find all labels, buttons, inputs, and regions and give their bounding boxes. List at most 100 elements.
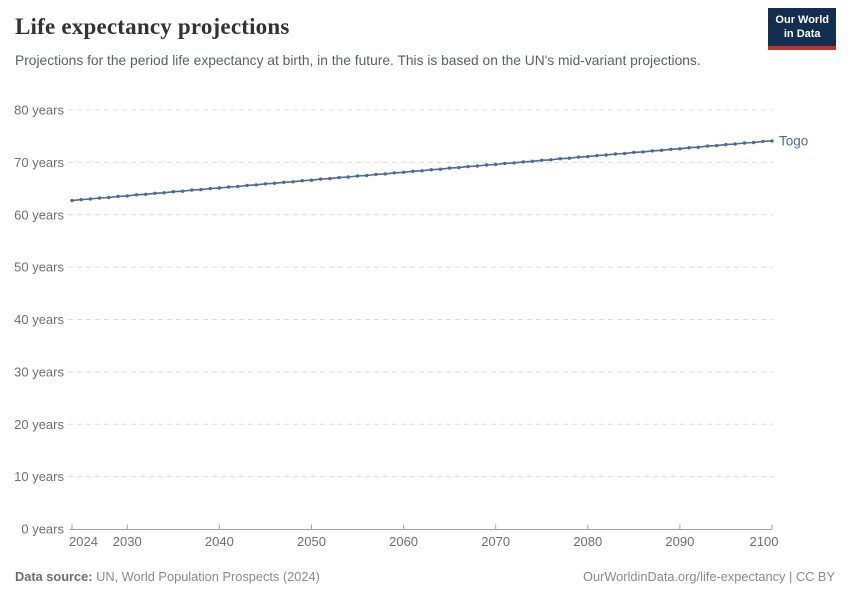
- data-point[interactable]: [613, 152, 618, 156]
- data-point[interactable]: [355, 174, 360, 178]
- data-point[interactable]: [153, 191, 157, 195]
- data-point[interactable]: [761, 139, 765, 144]
- x-axis-tick-label: 2050: [297, 534, 326, 549]
- data-point[interactable]: [659, 148, 664, 152]
- data-point[interactable]: [438, 167, 443, 171]
- series-label-togo[interactable]: Togo: [779, 133, 808, 148]
- data-point[interactable]: [383, 172, 387, 176]
- data-point[interactable]: [669, 147, 673, 151]
- data-point[interactable]: [457, 165, 461, 170]
- data-point[interactable]: [144, 192, 148, 196]
- data-source-note: Data source: UN, World Population Prospe…: [15, 569, 320, 584]
- y-axis-tick-label: 60 years: [14, 207, 64, 222]
- data-point[interactable]: [199, 187, 203, 192]
- data-point[interactable]: [272, 181, 277, 185]
- data-point[interactable]: [641, 150, 645, 154]
- data-point[interactable]: [770, 139, 774, 143]
- data-point[interactable]: [365, 173, 369, 178]
- data-point[interactable]: [282, 180, 286, 184]
- data-point[interactable]: [263, 182, 268, 186]
- x-axis-tick-label: 2090: [665, 534, 694, 549]
- data-point[interactable]: [503, 161, 507, 166]
- data-point[interactable]: [595, 153, 599, 158]
- y-axis-tick-label: 70 years: [14, 155, 64, 170]
- data-point[interactable]: [208, 186, 212, 191]
- data-point[interactable]: [494, 162, 498, 167]
- y-axis-tick-label: 30 years: [14, 364, 64, 379]
- data-point[interactable]: [180, 189, 185, 193]
- data-point[interactable]: [466, 164, 470, 169]
- x-axis-tick-label: 2100: [750, 534, 779, 549]
- data-point[interactable]: [475, 164, 479, 168]
- data-point[interactable]: [650, 149, 654, 153]
- data-point[interactable]: [134, 193, 139, 197]
- data-point[interactable]: [116, 194, 120, 199]
- owid-logo-line1: Our World: [775, 14, 829, 26]
- data-point[interactable]: [447, 166, 452, 170]
- x-axis-tick-label: 2070: [481, 534, 510, 549]
- data-point[interactable]: [328, 176, 332, 181]
- data-point[interactable]: [558, 157, 562, 161]
- data-point[interactable]: [724, 142, 728, 147]
- chart-subtitle: Projections for the period life expectan…: [15, 53, 701, 68]
- data-point[interactable]: [374, 172, 378, 177]
- data-point[interactable]: [484, 163, 489, 167]
- data-point[interactable]: [300, 179, 304, 183]
- data-point[interactable]: [107, 195, 111, 200]
- data-point[interactable]: [549, 158, 553, 162]
- data-point[interactable]: [696, 145, 700, 149]
- data-point[interactable]: [521, 160, 525, 164]
- data-point[interactable]: [254, 183, 258, 187]
- data-point[interactable]: [540, 158, 544, 162]
- data-source-text: UN, World Population Prospects (2024): [92, 569, 320, 584]
- data-point[interactable]: [512, 161, 516, 165]
- data-point[interactable]: [171, 190, 175, 194]
- data-point[interactable]: [190, 188, 194, 192]
- owid-logo-line2: in Data: [783, 28, 821, 41]
- y-axis-tick-label: 50 years: [14, 260, 64, 275]
- data-point[interactable]: [567, 156, 572, 160]
- y-axis-tick-label: 10 years: [14, 469, 64, 484]
- data-point[interactable]: [411, 169, 415, 173]
- data-point[interactable]: [742, 141, 747, 145]
- data-point[interactable]: [705, 144, 710, 148]
- data-point[interactable]: [429, 168, 433, 172]
- data-point[interactable]: [346, 175, 350, 179]
- data-point[interactable]: [604, 153, 608, 157]
- data-point[interactable]: [715, 143, 719, 148]
- data-point[interactable]: [291, 180, 295, 184]
- data-point[interactable]: [88, 197, 93, 201]
- data-point[interactable]: [337, 175, 341, 180]
- data-point[interactable]: [632, 150, 636, 155]
- data-point[interactable]: [751, 140, 756, 145]
- data-point[interactable]: [319, 177, 323, 181]
- data-point[interactable]: [97, 196, 102, 200]
- data-point[interactable]: [586, 154, 590, 159]
- data-point[interactable]: [530, 159, 535, 163]
- data-point[interactable]: [678, 147, 682, 151]
- y-axis-tick-label: 20 years: [14, 417, 64, 432]
- data-point[interactable]: [226, 185, 231, 189]
- data-point[interactable]: [576, 155, 581, 159]
- data-point[interactable]: [420, 169, 424, 173]
- page-title: Life expectancy projections: [15, 14, 290, 39]
- owid-logo[interactable]: Our World in Data: [768, 8, 836, 50]
- data-point[interactable]: [733, 142, 737, 146]
- data-point[interactable]: [79, 197, 83, 202]
- data-point[interactable]: [401, 170, 406, 174]
- data-point[interactable]: [162, 191, 166, 195]
- data-point[interactable]: [125, 194, 129, 198]
- data-point[interactable]: [309, 178, 314, 182]
- data-point[interactable]: [70, 198, 74, 203]
- data-point[interactable]: [245, 183, 249, 188]
- data-point[interactable]: [687, 146, 691, 150]
- x-axis-tick-label: 2030: [113, 534, 142, 549]
- data-point[interactable]: [236, 184, 240, 189]
- attribution-link[interactable]: OurWorldinData.org/life-expectancy | CC …: [582, 569, 835, 584]
- data-source-label: Data source:: [15, 569, 93, 584]
- data-point[interactable]: [217, 186, 222, 190]
- data-point[interactable]: [392, 171, 397, 175]
- y-axis-tick-label: 80 years: [14, 103, 64, 118]
- data-point[interactable]: [622, 151, 627, 156]
